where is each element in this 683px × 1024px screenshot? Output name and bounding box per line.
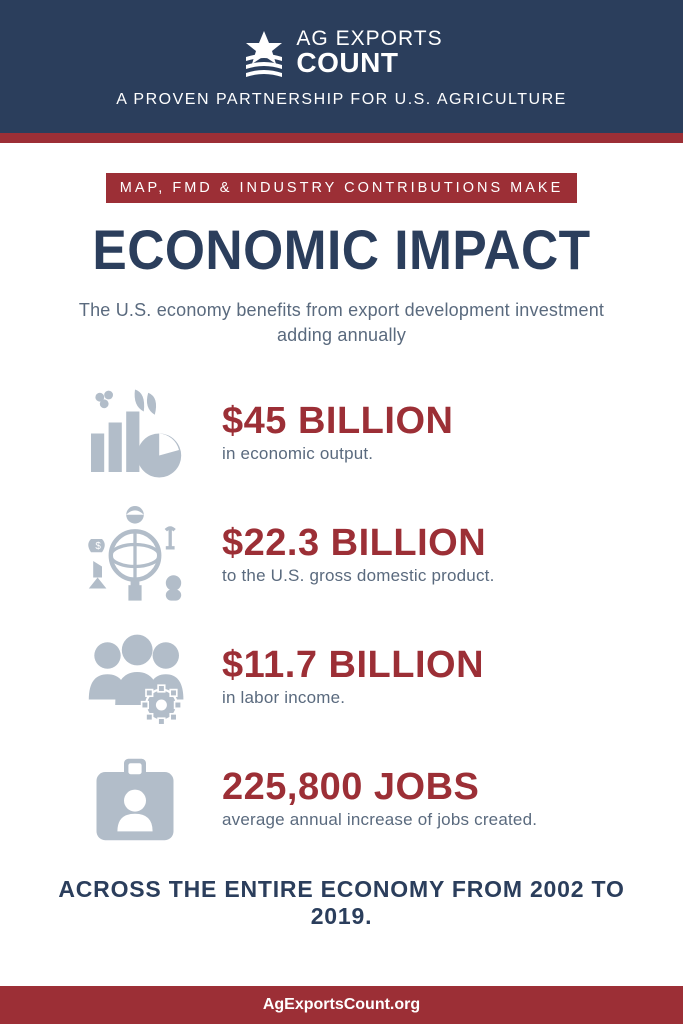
divider-bar	[0, 133, 683, 143]
stat-desc: in labor income.	[222, 688, 633, 708]
main-title: ECONOMIC IMPACT	[73, 217, 609, 282]
stat-desc: average annual increase of jobs created.	[222, 810, 633, 830]
stat-row-jobs: 225,800 JOBS average annual increase of …	[50, 754, 633, 844]
globe-trade-icon: $	[80, 510, 190, 600]
subtitle: The U.S. economy benefits from export de…	[50, 298, 633, 348]
star-flag-icon	[240, 29, 288, 77]
stat-desc: to the U.S. gross domestic product.	[222, 566, 633, 586]
stat-row-output: $45 BILLION in economic output.	[50, 388, 633, 478]
stat-value: $22.3 BILLION	[222, 524, 633, 562]
footer-line: ACROSS THE ENTIRE ECONOMY FROM 2002 TO 2…	[50, 876, 633, 930]
chart-crops-icon	[80, 388, 190, 478]
id-badge-icon	[80, 754, 190, 844]
stat-desc: in economic output.	[222, 444, 633, 464]
header: AG EXPORTS COUNT A PROVEN PARTNERSHIP FO…	[0, 0, 683, 133]
logo-text: AG EXPORTS COUNT	[296, 28, 442, 77]
logo-line-1: AG EXPORTS	[296, 28, 442, 49]
bottom-url-bar: AgExportsCount.org	[0, 986, 683, 1024]
svg-text:$: $	[95, 541, 101, 552]
stat-value: $45 BILLION	[222, 402, 633, 440]
tagline: A PROVEN PARTNERSHIP FOR U.S. AGRICULTUR…	[20, 91, 663, 109]
content: MAP, FMD & INDUSTRY CONTRIBUTIONS MAKE E…	[0, 143, 683, 948]
stat-value: $11.7 BILLION	[222, 646, 633, 684]
stat-row-gdp: $ $22.3 BILLION to the U.S. gross domest…	[50, 510, 633, 600]
stat-row-labor: $11.7 BILLION in labor income.	[50, 632, 633, 722]
logo-line-2: COUNT	[296, 49, 442, 77]
red-label-box: MAP, FMD & INDUSTRY CONTRIBUTIONS MAKE	[106, 173, 578, 203]
stat-value: 225,800 JOBS	[222, 768, 633, 806]
people-gear-icon	[80, 632, 190, 722]
logo: AG EXPORTS COUNT	[20, 28, 663, 77]
